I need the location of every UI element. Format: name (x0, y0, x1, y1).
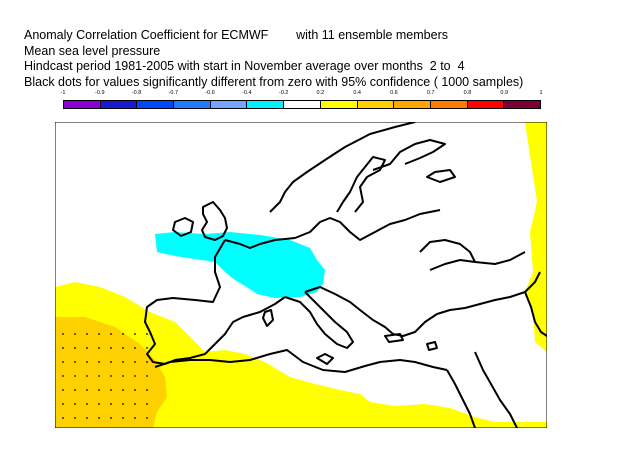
yellow-region-east (525, 122, 547, 352)
color-legend-box (174, 101, 211, 108)
significance-dot (98, 375, 100, 377)
color-legend-box (137, 101, 175, 108)
significance-dot (62, 403, 64, 405)
significance-dot (110, 361, 112, 363)
color-legend-tick: -0.6 (205, 90, 215, 96)
significance-dot (110, 333, 112, 335)
color-legend-box (210, 101, 248, 108)
gold-region-southwest (55, 317, 167, 428)
significance-dot (86, 417, 88, 419)
variable-line: Mean sea level pressure (24, 43, 161, 58)
significance-dot (122, 389, 124, 391)
color-legend-box (64, 101, 101, 108)
significance-dot (74, 417, 76, 419)
significance-dot (122, 403, 124, 405)
significance-dot (122, 347, 124, 349)
significance-dot (86, 347, 88, 349)
color-legend-box (430, 101, 468, 108)
significance-dot (86, 333, 88, 335)
significance-dot (146, 361, 148, 363)
significance-dot (86, 375, 88, 377)
color-legend-box (284, 101, 321, 108)
title-line: Anomaly Correlation Coefficient for ECMW… (24, 28, 448, 42)
significance-dot (62, 389, 64, 391)
significance-dot (122, 333, 124, 335)
color-legend-box (504, 101, 540, 108)
color-legend: -1 -0.9 -0.8 -0.7 -0.6 -0.4 -0.2 0.2 0.4 0.6 0.7 0.… (60, 90, 543, 110)
color-legend-ticks: -1 -0.9 -0.8 -0.7 -0.6 -0.4 -0.2 0.2 0.4 0.6 0.7 0.… (60, 90, 543, 99)
color-legend-box (320, 101, 358, 108)
significance-line: Black dots for values significantly diff… (24, 74, 524, 89)
significance-dot (62, 417, 64, 419)
significance-dot (134, 361, 136, 363)
significance-dot (134, 403, 136, 405)
significance-dot (110, 389, 112, 391)
color-legend-box (247, 101, 285, 108)
color-legend-box (100, 101, 138, 108)
color-legend-tick: 0.2 (316, 90, 325, 96)
coastlines (144, 122, 547, 428)
significance-dot (122, 361, 124, 363)
significance-dot (62, 361, 64, 363)
yellow-region-southwest (55, 282, 547, 428)
significance-dot (110, 375, 112, 377)
significance-dot (134, 347, 136, 349)
color-legend-tick: -0.7 (168, 90, 179, 96)
hindcast-line: Hindcast period 1981-2005 with start in … (24, 59, 465, 73)
color-legend-tick: 0.7 (426, 90, 435, 96)
color-legend-tick: 0.6 (390, 90, 398, 96)
significance-dot (110, 417, 112, 419)
significance-dot (134, 375, 136, 377)
color-legend-tick: -0.9 (95, 90, 105, 96)
color-legend-tick: -0.4 (242, 90, 252, 96)
significance-dot (74, 347, 76, 349)
significance-dot (74, 375, 76, 377)
significance-dot (146, 403, 148, 405)
significance-dot (86, 403, 88, 405)
significance-dot (62, 333, 64, 335)
color-legend-tick: -1 (60, 90, 66, 96)
color-legend-tick: 0.9 (500, 90, 509, 96)
significance-dot (134, 417, 136, 419)
color-legend-tick: 0.4 (353, 90, 361, 96)
color-legend-box (394, 101, 431, 108)
significance-dot (62, 375, 64, 377)
significance-dot (110, 403, 112, 405)
color-legend-tick: 1 (539, 90, 543, 96)
significance-dot (146, 375, 148, 377)
significance-dot (146, 417, 148, 419)
significance-dot (74, 403, 76, 405)
significance-dot (98, 333, 100, 335)
significance-dot (134, 333, 136, 335)
significance-dot (110, 347, 112, 349)
significance-dot (146, 347, 148, 349)
significance-dot (122, 375, 124, 377)
significance-dot (74, 389, 76, 391)
anomaly-map (55, 122, 547, 428)
significance-dot (98, 403, 100, 405)
significance-dot (74, 361, 76, 363)
cyan-region-france (155, 232, 325, 298)
significance-dot (146, 333, 148, 335)
significance-dot (122, 417, 124, 419)
significance-dot (86, 361, 88, 363)
color-legend-tick: -0.8 (131, 90, 142, 96)
significance-dot (62, 347, 64, 349)
significance-dot (86, 389, 88, 391)
color-legend-box (357, 101, 395, 108)
significance-dot (98, 361, 100, 363)
significance-dot (134, 389, 136, 391)
significance-dot (98, 347, 100, 349)
color-legend-tick: 0.8 (463, 90, 472, 96)
color-legend-boxes (63, 100, 541, 109)
significance-dot (98, 389, 100, 391)
significance-dot (74, 333, 76, 335)
color-legend-tick: -0.2 (278, 90, 289, 96)
significance-dot (98, 417, 100, 419)
significance-dots (62, 333, 148, 419)
significance-dot (146, 389, 148, 391)
chart-header: Anomaly Correlation Coefficient for ECMW… (24, 28, 523, 90)
color-legend-box (467, 101, 505, 108)
